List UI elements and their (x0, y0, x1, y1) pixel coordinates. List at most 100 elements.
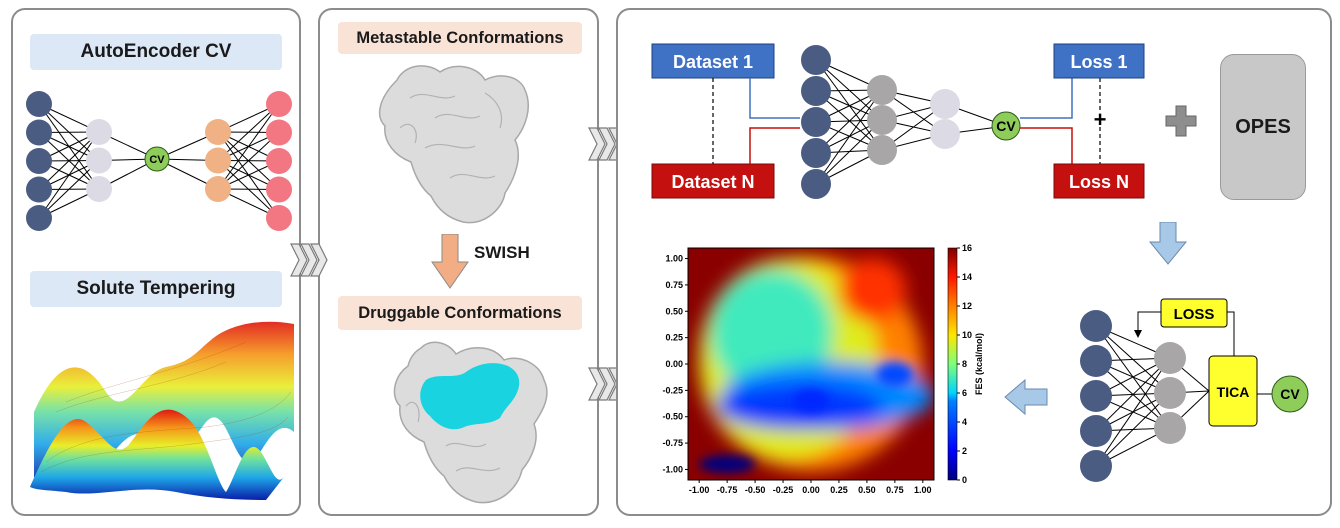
gray-plus-icon (1165, 105, 1197, 137)
tica-input-node (1080, 415, 1112, 447)
down-arrow-icon (1148, 222, 1188, 265)
y-tick-label: 0.75 (665, 280, 683, 290)
tica-hidden-node (1154, 342, 1186, 374)
colorbar-tick-label: 16 (962, 243, 972, 253)
ae-input-node (26, 119, 52, 146)
colorbar-tick-label: 14 (962, 272, 972, 282)
input-node (801, 107, 831, 137)
x-tick-label: 0.25 (830, 485, 848, 495)
network-edge (815, 89, 883, 154)
fes-minimum (699, 455, 756, 474)
loss-box-label: LOSS (1174, 306, 1215, 323)
y-tick-label: 0.50 (665, 306, 683, 316)
y-tick-label: -0.75 (662, 438, 683, 448)
network-edge (217, 132, 280, 190)
metastable-title: Metastable Conformations (338, 22, 582, 54)
network-edge (815, 89, 883, 185)
opes-label: OPES (1235, 115, 1291, 138)
input-node (801, 138, 831, 168)
cv-label: CV (996, 118, 1016, 134)
ae-hidden-node (86, 176, 112, 202)
cv-node (991, 111, 1021, 141)
energy-surface-3d (30, 321, 294, 500)
loss-return-arrowhead (1134, 330, 1142, 338)
ae-output-node (266, 119, 292, 146)
ae-decoder-node (205, 119, 231, 145)
ae-output-node (266, 176, 292, 203)
y-tick-label: -0.25 (662, 385, 683, 395)
colorbar-tick-label: 10 (962, 330, 972, 340)
hidden-node-2 (930, 119, 960, 149)
plus-backdrop (1090, 112, 1110, 126)
y-tick-label: 0.00 (665, 359, 683, 369)
colorbar-label: FES (kcal/mol) (974, 333, 984, 395)
swish-arrow (431, 234, 469, 289)
druggable-protein (393, 341, 548, 504)
x-tick-label: -0.50 (745, 485, 766, 495)
surface-mesh (40, 341, 292, 473)
y-tick-label: -0.50 (662, 412, 683, 422)
hidden-node-2 (930, 89, 960, 119)
colorbar-tick-label: 2 (962, 446, 967, 456)
ae-decoder-node (205, 147, 231, 174)
network-edge (38, 160, 100, 219)
dataset-1-connector (749, 78, 800, 119)
tica-box: TICA (1208, 355, 1258, 427)
fes-plot-area (688, 248, 934, 480)
multi-dataset-network: Dataset 1 Dataset N CV + Loss 1 Loss N (651, 43, 1197, 199)
input-node (801, 45, 831, 75)
network-edge (217, 103, 280, 190)
dataset-1-box: Dataset 1 (651, 43, 775, 79)
hidden-node-1 (867, 75, 897, 105)
opes-box: OPES (1220, 54, 1306, 200)
colorbar-tick-label: 6 (962, 388, 967, 398)
ae-input-node (26, 176, 52, 203)
input-node (801, 76, 831, 106)
surface-front (30, 409, 284, 500)
dataset-n-connector (749, 127, 800, 164)
network-edges (815, 59, 1007, 185)
tica-network: LOSS TICA CV (1080, 298, 1309, 482)
x-tick-label: -1.00 (689, 485, 710, 495)
tica-nodes (1080, 310, 1186, 482)
loss-box: LOSS (1160, 298, 1228, 328)
druggable-title: Druggable Conformations (338, 296, 582, 330)
colorbar-tick-label: 12 (962, 301, 972, 311)
input-node (801, 169, 831, 199)
network-edge (1095, 357, 1171, 432)
fes-heatmap-chart: -1.00 -0.75 -0.50 -0.25 0.00 0.25 0.50 0.75 1.00… (662, 243, 984, 495)
dataset-n-box: Dataset N (651, 163, 775, 199)
tica-input-node (1080, 380, 1112, 412)
fes-region (838, 258, 907, 322)
swish-label: SWISH (474, 243, 530, 262)
network-edge (217, 103, 280, 161)
loss-n-label: Loss N (1069, 172, 1129, 192)
x-tick-label: -0.75 (717, 485, 738, 495)
fes-minimum (876, 362, 913, 387)
colorbar-tick-label: 4 (962, 417, 967, 427)
ae-hidden-node (86, 147, 112, 174)
tica-input-node (1080, 310, 1112, 342)
ae-input-node (26, 205, 52, 231)
autoencoder-title: AutoEncoder CV (30, 34, 282, 70)
loss-n-connector (1020, 127, 1073, 164)
colorbar-tick-label: 0 (962, 475, 967, 485)
ae-output-node (266, 148, 292, 174)
tica-edges (1095, 325, 1210, 467)
ae-cv-label: CV (149, 154, 165, 166)
autoencoder-network: CV (26, 91, 292, 231)
autoencoder-nodes (26, 91, 292, 231)
hidden-node-1 (867, 135, 897, 165)
x-tick-label: 0.75 (886, 485, 904, 495)
loss-plus-symbol: + (1094, 107, 1107, 132)
ae-input-node (26, 91, 52, 117)
tica-input-node (1080, 345, 1112, 377)
y-tick-label: 1.00 (665, 254, 683, 264)
network-nodes (801, 45, 1021, 199)
ae-cv-node (144, 146, 170, 172)
x-tick-label: -0.25 (773, 485, 794, 495)
loss-1-connector (1020, 78, 1073, 119)
tica-hidden-node (1154, 377, 1186, 409)
left-arrow-icon (1004, 378, 1048, 416)
loss-return-line (1137, 311, 1161, 334)
